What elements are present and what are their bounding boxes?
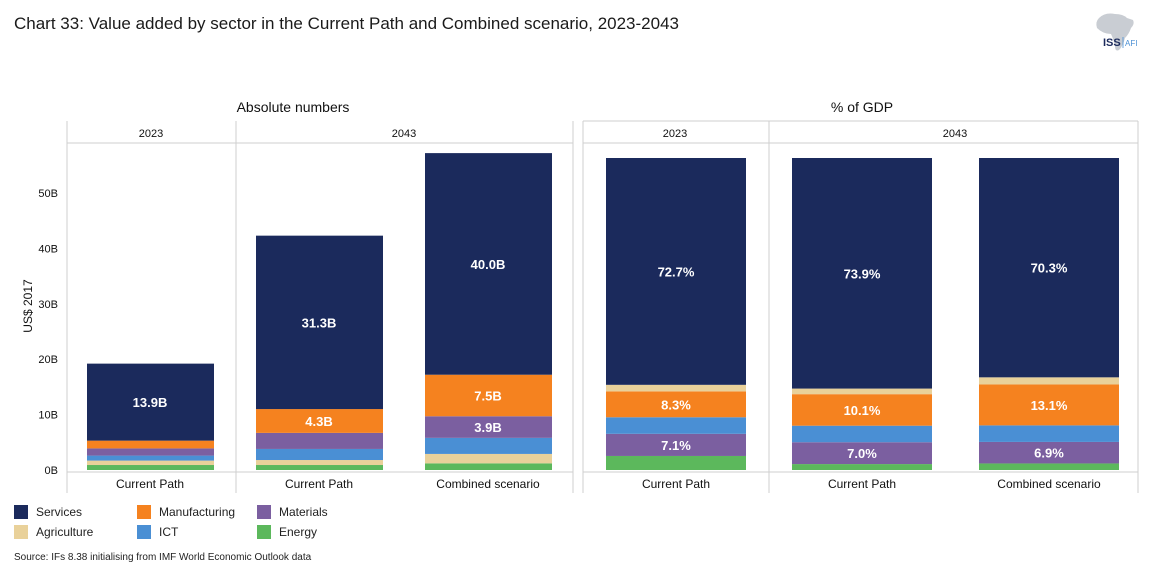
legend-item-energy: Energy [257,525,317,539]
legend-label-energy: Energy [279,525,318,539]
panel2-bar-2-ict-segment [792,425,932,443]
panel1-bar-1-ict-segment [87,455,214,461]
iss-afi-logo: ISS AFI [1096,13,1137,51]
y-tick-50b: 50B [38,188,58,200]
panel2-bar-1-services-segment [606,158,746,385]
panel2-bar-2-category-label: Current Path [828,477,896,491]
chart-area: Absolute numbers 2023 2043 0B 10B 20B 30B 40B 50… [21,99,1139,493]
panel2-bar-2-materials-label: 7.0% [847,446,877,461]
panel1-bar-3-materials-label: 3.9B [474,420,501,435]
legend-label-manufacturing: Manufacturing [159,505,236,519]
panel1-bar-2-materials-segment [256,432,383,449]
panel2-bar-2-manufacturing-segment [792,394,932,426]
panel1-bar-1-materials-segment [87,448,214,456]
panel2-bar-3-materials-segment [979,441,1119,464]
legend-label-agriculture: Agriculture [36,525,94,539]
legend-item-manufacturing: Manufacturing [137,505,235,519]
y-tick-20b: 20B [38,354,58,366]
panel2-bar-1-materials-segment [606,433,746,456]
legend-swatch-ict [137,525,151,539]
panel2-bar-3-agriculture-segment [979,377,1119,385]
panel2-bar-1-manufacturing-label: 8.3% [661,397,691,412]
panel1-bar-3-energy-segment [425,463,552,470]
y-tick-0b: 0B [45,465,58,477]
panel2-bar-1-energy-segment [606,455,746,470]
panel1-bar-3-agriculture-segment [425,453,552,464]
legend-item-materials: Materials [257,505,328,519]
panel1-bar-2-services-segment [256,235,383,410]
legend-label-materials: Materials [279,505,328,519]
legend-swatch-services [14,505,28,519]
panel2-bar-3-manufacturing-label: 13.1% [1031,398,1068,413]
panel2-bar-1-services-label: 72.7% [658,264,695,279]
chart-title: Chart 33: Value added by sector in the C… [14,14,679,33]
panel2-bar-2-energy-segment [792,464,932,470]
panel1-bar-3-services-label: 40.0B [471,257,506,272]
y-tick-40b: 40B [38,243,58,255]
panel1-bar-1-services-label: 13.9B [133,395,168,410]
panel1-bar-3-ict-segment [425,437,552,454]
logo-brand: ISS [1103,37,1121,49]
panel2-bar-3-services-segment [979,158,1119,378]
panel1-title: Absolute numbers [237,99,350,115]
legend-label-ict: ICT [159,525,179,539]
panel2-bar-3-ict-segment [979,425,1119,442]
panel2-bar-1-materials-label: 7.1% [661,438,691,453]
legend-swatch-agriculture [14,525,28,539]
panel1-bar-2-ict-segment [256,448,383,461]
y-tick-30b: 30B [38,299,58,311]
logo-sub: AFI [1125,39,1137,48]
panel1-bar-1-energy-segment [87,465,214,470]
legend-item-agriculture: Agriculture [14,525,93,539]
legend-swatch-manufacturing [137,505,151,519]
panel2-group-label-2023: 2023 [663,128,687,140]
panel2-bar-2-manufacturing-label: 10.1% [844,403,881,418]
source-note: Source: IFs 8.38 initialising from IMF W… [14,552,312,563]
legend-swatch-energy [257,525,271,539]
panel2-bar-2-materials-segment [792,442,932,465]
panel2-bar-1-ict-segment [606,417,746,434]
panel1-bar-2-agriculture-segment [256,460,383,466]
y-tick-10b: 10B [38,410,58,422]
panel1-bar-3-category-label: Combined scenario [436,477,540,491]
panel1-bar-2-category-label: Current Path [285,477,353,491]
panel1-bar-1-category-label: Current Path [116,477,184,491]
panel1-bar-1-agriculture-segment [87,460,214,466]
panel2-title: % of GDP [831,99,893,115]
panel2-bar-3-materials-label: 6.9% [1034,446,1064,461]
panel2-bar-3-services-label: 70.3% [1031,261,1068,276]
legend-item-ict: ICT [137,525,178,539]
panel2-bar-3-energy-segment [979,463,1119,470]
panel1-bar-2-energy-segment [256,465,383,470]
panel1-bar-3-manufacturing-segment [425,374,552,417]
panel1-bar-1-services-segment [87,363,214,441]
panel2-bar-1-agriculture-segment [606,384,746,392]
panel1-group-label-2023: 2023 [139,128,163,140]
panel1-bar-3-services-segment [425,153,552,375]
panel1-bar-2-services-label: 31.3B [302,315,337,330]
panel2-bar-2-services-segment [792,158,932,389]
legend-item-services: Services [14,505,82,519]
panel2-bar-2-services-label: 73.9% [844,266,881,281]
panel1-bar-1-manufacturing-segment [87,440,214,449]
panel2-bar-1-category-label: Current Path [642,477,710,491]
panel2-bar-3-manufacturing-segment [979,384,1119,426]
panel1-bar-3-manufacturing-label: 7.5B [474,388,501,403]
panel2-bar-3-category-label: Combined scenario [997,477,1101,491]
panel2-group-label-2043: 2043 [943,128,967,140]
panel1-group-label-2043: 2043 [392,128,416,140]
panel1-bar-3-materials-segment [425,416,552,438]
africa-map-icon [1096,13,1134,51]
panel2-bar-2-agriculture-segment [792,388,932,395]
legend-swatch-materials [257,505,271,519]
panel2-bar-1-manufacturing-segment [606,391,746,418]
legend-label-services: Services [36,505,83,519]
panel1-bar-2-manufacturing-segment [256,409,383,433]
panel1-bar-2-manufacturing-label: 4.3B [305,414,332,429]
y-axis-label: US$ 2017 [21,279,35,333]
